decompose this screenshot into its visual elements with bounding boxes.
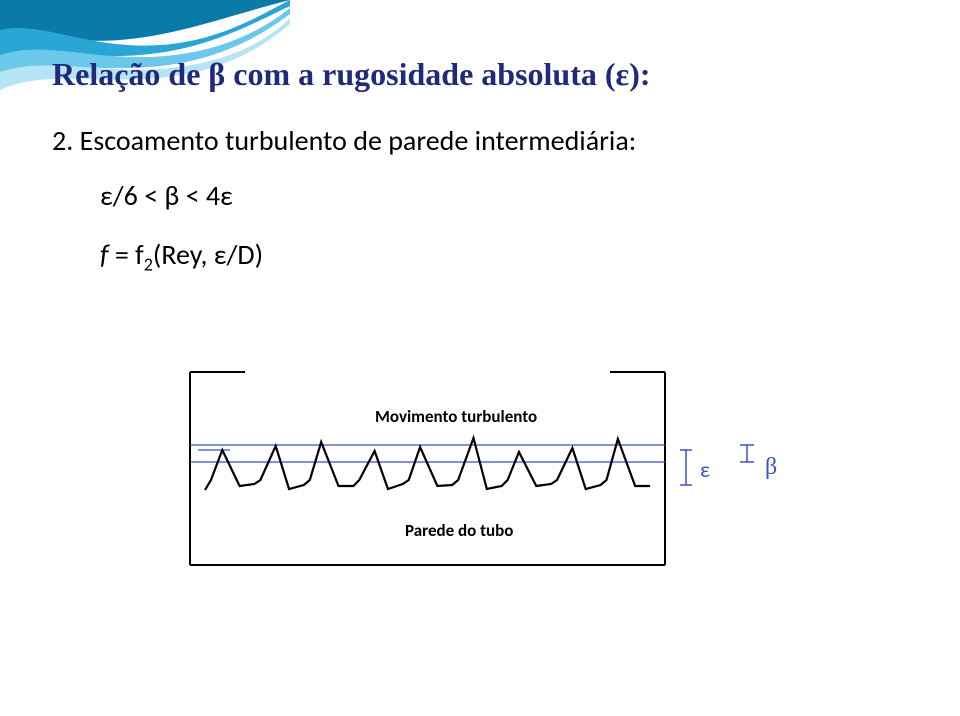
title-part1: Relação de [52,56,208,92]
label-parede-do-tubo: Parede do tubo [405,520,513,541]
slide-title: Relação de β com a rugosidade absoluta (… [52,55,912,93]
epsilon-symbol: ε [700,456,710,483]
subtitle-number: 2. [52,123,73,158]
pipe-wall-diagram: Movimento turbulento Parede do tubo ε β [180,370,800,595]
equation-function: f = f2(Rey, ε/D) [100,237,912,276]
subtitle: 2. Escoamento turbulento de parede inter… [52,123,912,158]
title-part2: com a rugosidade absoluta ( [225,56,615,92]
subtitle-text: Escoamento turbulento de parede intermed… [80,123,637,158]
eq2-lhs: f [100,237,109,272]
eq2-rhs: (Rey, ε/D) [153,237,263,272]
title-beta: β [208,56,225,92]
eq1-text: ε/6 < β < 4ε [100,178,233,213]
equation-range: ε/6 < β < 4ε [100,178,912,213]
title-eps: ε [616,56,630,92]
eq2-sub: 2 [144,254,153,276]
beta-symbol: β [765,454,777,481]
label-movimento-turbulento: Movimento turbulento [375,406,537,427]
title-part3: ): [629,56,650,92]
eq2-eq: = f [109,237,144,272]
